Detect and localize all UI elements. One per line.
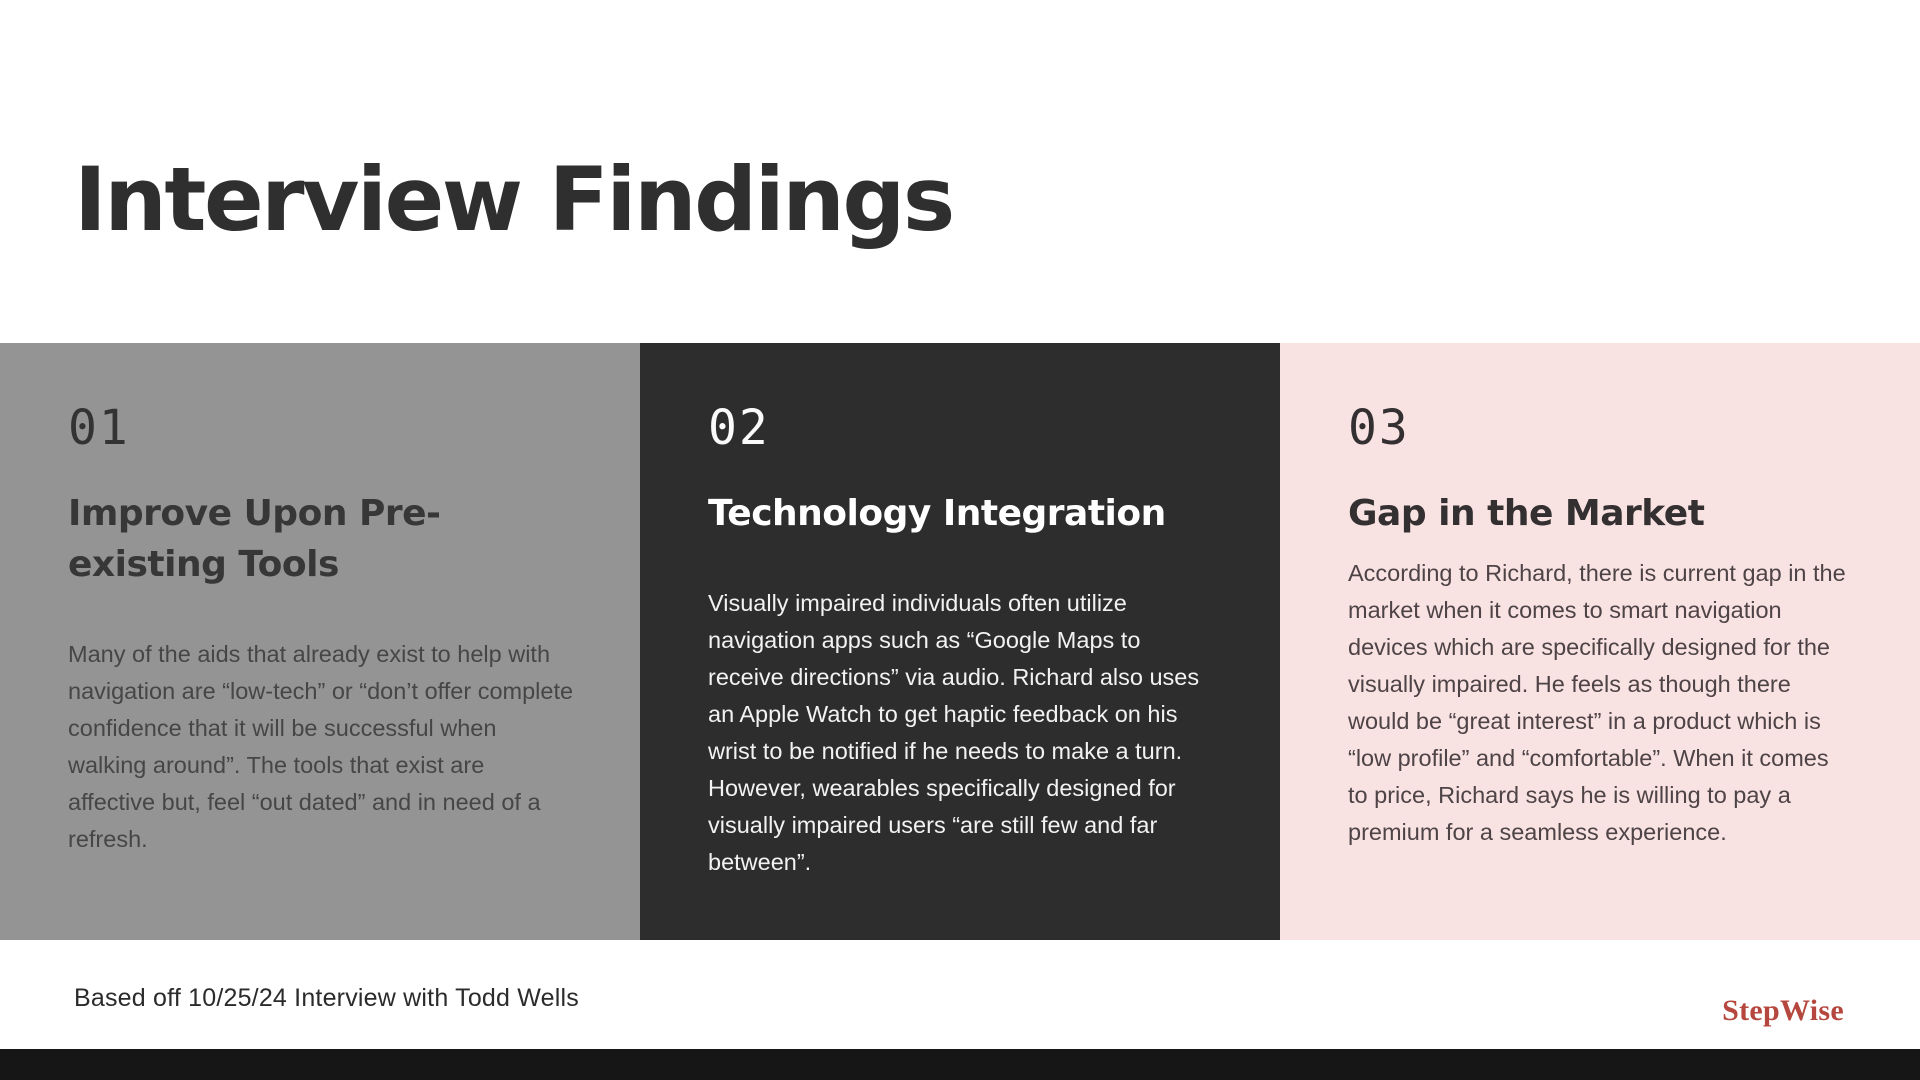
stepwise-logo: StepWise [1722,994,1844,1027]
card-number: 01 [68,400,130,456]
card-heading: Improve Upon Pre-existing Tools [68,493,441,586]
card-heading: Technology Integration [708,493,1166,535]
card-body: According to Richard, there is current g… [1348,560,1846,846]
card-improve-tools: 01 Improve Upon Pre-existing Tools Many … [0,343,640,940]
card-body: Visually impaired individuals often util… [708,590,1200,876]
card-number: 02 [708,400,770,456]
page-title: Interview Findings [74,148,955,251]
card-number: 03 [1348,400,1410,456]
card-gap-in-market: 03 Gap in the Market According to Richar… [1280,343,1920,940]
card-body: Many of the aids that already exist to h… [68,641,574,853]
card-technology-integration: 02 Technology Integration Visually impai… [640,343,1280,940]
bottom-bar [0,1049,1920,1080]
card-heading: Gap in the Market [1348,493,1705,535]
findings-cards: 01 Improve Upon Pre-existing Tools Many … [0,343,1920,940]
footer-source-note: Based off 10/25/24 Interview with Todd W… [74,984,579,1012]
